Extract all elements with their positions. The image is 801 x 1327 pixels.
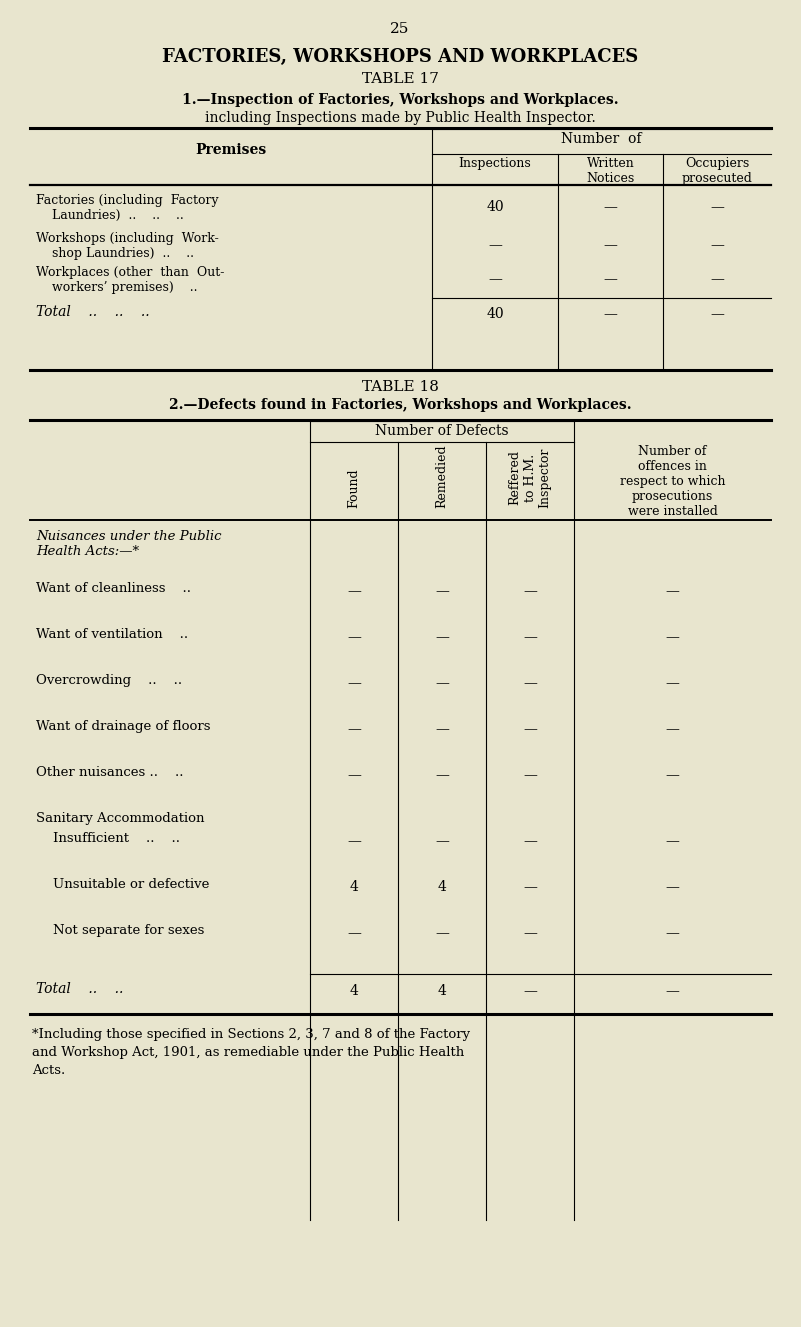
Text: —: — <box>347 722 361 736</box>
Text: —: — <box>604 272 618 287</box>
Text: Other nuisances ..    ..: Other nuisances .. .. <box>36 766 183 779</box>
Text: Written
Notices: Written Notices <box>586 157 634 184</box>
Text: —: — <box>666 630 679 644</box>
Text: Number  of: Number of <box>562 131 642 146</box>
Text: —: — <box>666 722 679 736</box>
Text: —: — <box>347 768 361 782</box>
Text: Want of ventilation    ..: Want of ventilation .. <box>36 628 188 641</box>
Text: —: — <box>666 880 679 894</box>
Text: —: — <box>523 630 537 644</box>
Text: —: — <box>347 630 361 644</box>
Text: —: — <box>666 833 679 848</box>
Text: —: — <box>710 307 724 321</box>
Text: —: — <box>523 768 537 782</box>
Text: 4: 4 <box>349 985 358 998</box>
Text: —: — <box>523 985 537 998</box>
Text: —: — <box>523 926 537 940</box>
Text: —: — <box>523 675 537 690</box>
Text: Number of
offences in
respect to which
prosecutions
were installed: Number of offences in respect to which p… <box>620 445 725 518</box>
Text: 4: 4 <box>437 880 446 894</box>
Text: Factories (including  Factory
    Laundries)  ..    ..    ..: Factories (including Factory Laundries) … <box>36 194 219 222</box>
Text: Premises: Premises <box>195 143 267 157</box>
Text: 1.—Inspection of Factories, Workshops and Workplaces.: 1.—Inspection of Factories, Workshops an… <box>182 93 618 107</box>
Text: Number of Defects: Number of Defects <box>375 425 509 438</box>
Text: 4: 4 <box>437 985 446 998</box>
Text: Remedied: Remedied <box>436 445 449 508</box>
Text: Total    ..    ..: Total .. .. <box>36 982 123 997</box>
Text: —: — <box>710 272 724 287</box>
Text: Overcrowding    ..    ..: Overcrowding .. .. <box>36 674 182 687</box>
Text: Want of drainage of floors: Want of drainage of floors <box>36 721 211 733</box>
Text: —: — <box>435 926 449 940</box>
Text: —: — <box>523 833 537 848</box>
Text: —: — <box>347 584 361 598</box>
Text: —: — <box>347 833 361 848</box>
Text: Acts.: Acts. <box>32 1064 65 1078</box>
Text: —: — <box>666 675 679 690</box>
Text: 25: 25 <box>390 23 409 36</box>
Text: 4: 4 <box>349 880 358 894</box>
Text: Total    ..    ..    ..: Total .. .. .. <box>36 305 150 318</box>
Text: —: — <box>435 768 449 782</box>
Text: —: — <box>435 630 449 644</box>
Text: 40: 40 <box>486 200 504 214</box>
Text: —: — <box>435 722 449 736</box>
Text: —: — <box>666 926 679 940</box>
Text: Want of cleanliness    ..: Want of cleanliness .. <box>36 583 191 594</box>
Text: —: — <box>523 584 537 598</box>
Text: —: — <box>347 675 361 690</box>
Text: —: — <box>347 926 361 940</box>
Text: —: — <box>604 200 618 214</box>
Text: —: — <box>488 238 502 252</box>
Text: TABLE 18: TABLE 18 <box>361 380 438 394</box>
Text: —: — <box>435 833 449 848</box>
Text: Found: Found <box>348 468 360 508</box>
Text: —: — <box>523 722 537 736</box>
Text: Reffered
to H.M.
Inspector: Reffered to H.M. Inspector <box>509 447 552 508</box>
Text: and Workshop Act, 1901, as remediable under the Public Health: and Workshop Act, 1901, as remediable un… <box>32 1046 465 1059</box>
Text: —: — <box>604 307 618 321</box>
Text: —: — <box>666 985 679 998</box>
Text: Workplaces (other  than  Out-
    workers’ premises)    ..: Workplaces (other than Out- workers’ pre… <box>36 265 224 295</box>
Text: —: — <box>666 768 679 782</box>
Text: —: — <box>604 238 618 252</box>
Text: Insufficient    ..    ..: Insufficient .. .. <box>36 832 180 845</box>
Text: Nuisances under the Public
Health Acts:—*: Nuisances under the Public Health Acts:—… <box>36 529 222 557</box>
Text: Workshops (including  Work-
    shop Laundries)  ..    ..: Workshops (including Work- shop Laundrie… <box>36 232 219 260</box>
Text: *Including those specified in Sections 2, 3, 7 and 8 of the Factory: *Including those specified in Sections 2… <box>32 1028 470 1040</box>
Text: 2.—Defects found in Factories, Workshops and Workplaces.: 2.—Defects found in Factories, Workshops… <box>169 398 631 411</box>
Text: FACTORIES, WORKSHOPS AND WORKPLACES: FACTORIES, WORKSHOPS AND WORKPLACES <box>162 48 638 66</box>
Text: Occupiers
prosecuted: Occupiers prosecuted <box>682 157 752 184</box>
Text: Unsuitable or defective: Unsuitable or defective <box>36 878 209 890</box>
Text: 40: 40 <box>486 307 504 321</box>
Text: TABLE 17: TABLE 17 <box>361 72 438 86</box>
Text: Not separate for sexes: Not separate for sexes <box>36 924 204 937</box>
Text: —: — <box>435 584 449 598</box>
Text: Inspections: Inspections <box>459 157 531 170</box>
Text: —: — <box>523 880 537 894</box>
Text: —: — <box>710 238 724 252</box>
Text: —: — <box>710 200 724 214</box>
Text: —: — <box>666 584 679 598</box>
Text: Sanitary Accommodation: Sanitary Accommodation <box>36 812 204 825</box>
Text: including Inspections made by Public Health Inspector.: including Inspections made by Public Hea… <box>204 111 595 125</box>
Text: —: — <box>488 272 502 287</box>
Text: —: — <box>435 675 449 690</box>
